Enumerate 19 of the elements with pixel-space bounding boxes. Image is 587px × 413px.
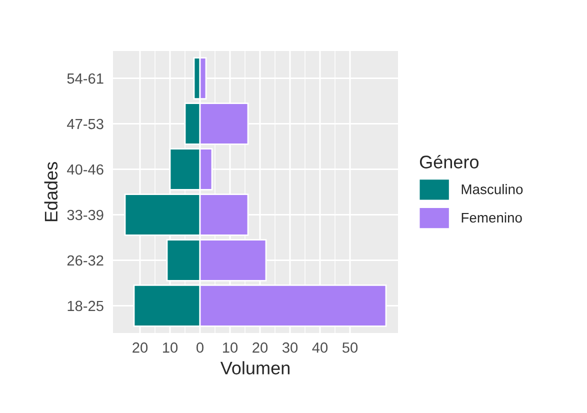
x-tick-label: 20 — [132, 342, 148, 353]
y-tick-label: 47-53 — [67, 118, 104, 130]
legend-title: Género — [420, 154, 479, 168]
x-tick-label: 20 — [252, 342, 268, 353]
y-tick-label: 33-39 — [67, 210, 104, 220]
x-tick-label: 30 — [282, 342, 298, 353]
x-tick-label: 10 — [223, 342, 238, 353]
x-tick-label: 50 — [342, 342, 358, 353]
y-tick-label: 18-25 — [68, 300, 104, 312]
x-axis-title: Volumen — [220, 361, 290, 374]
legend-label: Femenino — [462, 212, 522, 223]
x-tick-label: 40 — [312, 342, 328, 353]
y-axis-title: Edades — [44, 162, 58, 222]
legend-label: Masculino — [462, 184, 523, 194]
x-tick-label: 10 — [163, 342, 178, 353]
y-tick-label: 40-46 — [67, 164, 104, 175]
y-tick-label: 26-32 — [67, 255, 104, 266]
x-tick-label: 0 — [196, 342, 204, 353]
y-tick-label: 54-61 — [67, 73, 104, 84]
